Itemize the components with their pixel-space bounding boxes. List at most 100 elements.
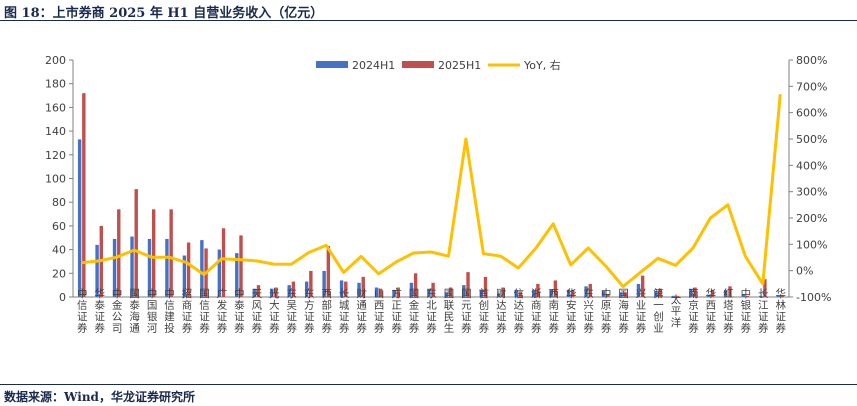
bar-2025h1 xyxy=(553,280,558,297)
right-tick-label: 700% xyxy=(796,80,827,93)
bar-2025h1 xyxy=(518,292,523,297)
category-label: 兴业证券 xyxy=(635,288,647,334)
category-label: 西部证券 xyxy=(320,288,332,334)
category-label: 中信建投 xyxy=(163,287,175,334)
chart-canvas: 0 20 40 60 80 100 120 140 160 180 200 -100% 0% 100% 20… xyxy=(45,54,831,334)
category-label: 山西证券 xyxy=(373,288,385,334)
bar-2024h1 xyxy=(130,236,134,297)
category-label: 国海证券 xyxy=(617,288,629,334)
category-label: 首创证券 xyxy=(477,287,489,334)
bar-2025h1 xyxy=(221,228,226,297)
bar-2024h1 xyxy=(671,295,676,297)
figure-title: 图 18：上市券商 2025 年 H1 自营业务收入（亿元） xyxy=(4,6,324,21)
bar-2025h1 xyxy=(396,287,400,297)
bar-2025h1 xyxy=(675,295,680,297)
bar-2025h1 xyxy=(82,93,86,298)
bar-2024h1 xyxy=(759,295,763,297)
bar-2024h1 xyxy=(200,240,204,297)
bar-2024h1 xyxy=(409,282,414,297)
category-label: 华西证券 xyxy=(704,287,716,334)
bar-2024h1 xyxy=(304,281,309,297)
bar-2025h1 xyxy=(466,272,470,297)
bar-2024h1 xyxy=(584,286,588,297)
left-tick-label: 200 xyxy=(45,54,66,67)
bar-2024h1 xyxy=(427,288,431,297)
category-label: 南京证券 xyxy=(687,287,699,334)
bar-2024h1 xyxy=(165,238,169,297)
category-label: 国信证券 xyxy=(198,288,210,334)
bar-2024h1 xyxy=(566,289,571,297)
left-tick-label: 80 xyxy=(52,196,66,209)
category-label: 国金证券 xyxy=(408,288,420,334)
category-label: 中泰证券 xyxy=(233,287,245,334)
bar-2024h1 xyxy=(479,289,483,297)
bar-2024h1 xyxy=(776,295,780,297)
category-label: 华安证券 xyxy=(565,287,577,334)
right-tick-label: 500% xyxy=(796,133,827,146)
bar-2025h1 xyxy=(326,246,331,297)
bar-2025h1 xyxy=(536,283,540,297)
bar-2024h1 xyxy=(112,238,117,297)
left-tick-label: 180 xyxy=(45,78,66,91)
bar-2025h1 xyxy=(361,276,365,297)
legend-label-yoy: YoY, 右 xyxy=(523,58,561,72)
bar-2025h1 xyxy=(745,295,750,297)
category-label: 光大证券 xyxy=(268,287,280,334)
legend-swatch-2025h1 xyxy=(402,61,434,68)
bar-2024h1 xyxy=(514,289,518,297)
bar-2024h1 xyxy=(95,244,99,297)
bar-2024h1 xyxy=(182,255,187,297)
bar-2024h1 xyxy=(601,291,606,297)
right-tick-label: 100% xyxy=(796,238,827,251)
bar-2024h1 xyxy=(287,285,291,297)
bar-2024h1 xyxy=(636,283,641,297)
bar-2025h1 xyxy=(134,189,138,297)
category-label: 中银证券 xyxy=(739,287,751,334)
figure-source: 数据来源：Wind，华龙证券研究所 xyxy=(4,390,195,404)
bar-2024h1 xyxy=(339,280,344,297)
category-label: 招商证券 xyxy=(181,287,193,334)
bar-2025h1 xyxy=(588,283,592,297)
category-label: 东北证券 xyxy=(425,287,437,334)
bar-2024h1 xyxy=(497,293,501,297)
title-rule xyxy=(0,20,857,21)
category-label: 华泰证券 xyxy=(93,287,105,334)
bar-2024h1 xyxy=(322,270,326,297)
bar-2025h1 xyxy=(501,287,505,297)
legend-label-2024h1: 2024H1 xyxy=(352,59,395,72)
bar-2025h1 xyxy=(431,282,435,297)
category-label: 中金公司 xyxy=(111,287,123,334)
category-label: 西南证券 xyxy=(547,288,559,334)
bar-2024h1 xyxy=(374,287,379,297)
bar-2025h1 xyxy=(640,275,645,297)
category-label: 华林证券 xyxy=(774,287,786,334)
category-label: 中信证券 xyxy=(76,287,88,334)
category-label: 财达证券 xyxy=(495,287,507,334)
bar-2024h1 xyxy=(689,288,693,297)
bar-2024h1 xyxy=(252,288,256,297)
right-tick-label: 200% xyxy=(796,212,827,225)
bar-2025h1 xyxy=(728,286,732,297)
category-label: 第一创业 xyxy=(652,287,664,334)
category-label: 财通证券 xyxy=(355,287,367,334)
left-tick-label: 20 xyxy=(52,267,66,280)
bar-2024h1 xyxy=(549,289,553,297)
right-tick-label: -100% xyxy=(796,291,831,304)
bar-2025h1 xyxy=(379,288,383,297)
right-tick-label: 400% xyxy=(796,159,827,172)
category-label: 浙商证券 xyxy=(530,288,542,334)
bar-2024h1 xyxy=(741,294,745,297)
bar-2024h1 xyxy=(531,289,536,297)
category-label: 中国银河 xyxy=(146,287,158,334)
bar-2025h1 xyxy=(606,294,610,297)
left-tick-label: 140 xyxy=(45,125,66,138)
left-tick-label: 40 xyxy=(52,244,66,257)
bar-2025h1 xyxy=(780,295,785,297)
category-label: 长江证券 xyxy=(757,288,769,334)
legend-swatch-2024h1 xyxy=(316,61,348,68)
left-tick-label: 120 xyxy=(45,149,66,162)
bar-2025h1 xyxy=(309,270,313,297)
bar-2025h1 xyxy=(186,242,191,297)
bar-2025h1 xyxy=(763,279,767,297)
bar-2024h1 xyxy=(462,285,466,297)
